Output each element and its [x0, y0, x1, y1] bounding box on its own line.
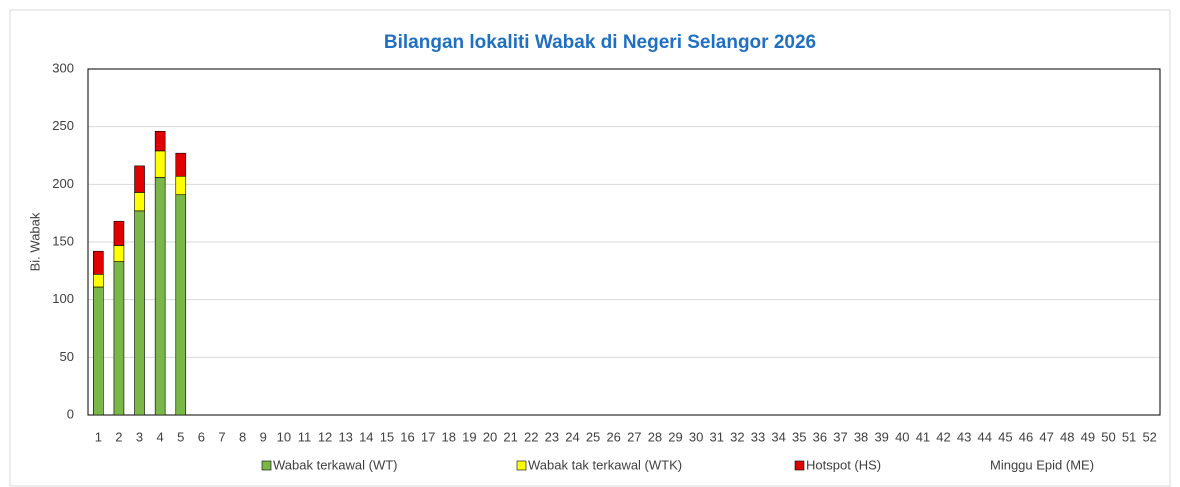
bar-segment — [93, 273, 104, 288]
y-tick-label: 200 — [52, 176, 74, 191]
bar-segment — [93, 250, 104, 275]
bar-segment — [175, 194, 187, 416]
x-axis-label: Minggu Epid (ME) — [990, 457, 1094, 472]
x-tick-label: 25 — [586, 429, 600, 444]
x-tick-label: 41 — [916, 429, 930, 444]
bar-segment — [154, 177, 166, 416]
x-tick-label: 13 — [338, 429, 352, 444]
x-tick-label: 48 — [1060, 429, 1074, 444]
x-tick-label: 52 — [1142, 429, 1156, 444]
bar-segment — [113, 261, 125, 416]
x-tick-label: 26 — [606, 429, 620, 444]
x-tick-label: 49 — [1081, 429, 1095, 444]
x-tick-label: 2 — [115, 429, 122, 444]
y-tick-label: 250 — [52, 118, 74, 133]
y-tick-label: 100 — [52, 291, 74, 306]
bar-segment — [134, 165, 145, 193]
x-tick-label: 10 — [277, 429, 291, 444]
x-tick-label: 36 — [813, 429, 827, 444]
y-tick-label: 50 — [60, 349, 74, 364]
x-tick-label: 23 — [545, 429, 559, 444]
x-tick-label: 34 — [771, 429, 785, 444]
y-axis-label: Bi. Wabak — [27, 212, 42, 271]
x-tick-label: 4 — [157, 429, 164, 444]
x-tick-label: 12 — [318, 429, 332, 444]
x-tick-label: 21 — [503, 429, 517, 444]
chart-title: Bilangan lokaliti Wabak di Negeri Selang… — [384, 32, 816, 53]
x-tick-label: 32 — [730, 429, 744, 444]
x-tick-label: 38 — [854, 429, 868, 444]
x-tick-label: 11 — [298, 429, 312, 444]
x-tick-label: 19 — [462, 429, 476, 444]
x-tick-label: 40 — [895, 429, 909, 444]
bar-segment — [154, 150, 166, 178]
plot-border — [87, 68, 1161, 416]
x-tick-label: 46 — [1019, 429, 1033, 444]
legend-swatch — [261, 460, 272, 471]
x-tick-label: 44 — [978, 429, 992, 444]
x-tick-label: 31 — [710, 429, 724, 444]
bar-segment — [93, 286, 104, 416]
bar-segment — [175, 175, 187, 196]
bar-segment — [113, 220, 125, 246]
legend-label: Wabak tak terkawal (WTK) — [528, 457, 682, 472]
x-tick-label: 37 — [833, 429, 847, 444]
x-tick-label: 39 — [874, 429, 888, 444]
legend-swatch — [794, 460, 805, 471]
x-tick-label: 51 — [1122, 429, 1136, 444]
x-tick-label: 20 — [483, 429, 497, 444]
x-tick-label: 15 — [380, 429, 394, 444]
x-tick-label: 24 — [565, 429, 579, 444]
y-tick-label: 300 — [52, 60, 74, 75]
x-tick-label: 1 — [95, 429, 102, 444]
x-tick-label: 17 — [421, 429, 435, 444]
legend-swatch — [516, 460, 527, 471]
x-tick-label: 22 — [524, 429, 538, 444]
legend-label: Wabak terkawal (WT) — [273, 457, 397, 472]
x-tick-label: 6 — [198, 429, 205, 444]
x-tick-label: 8 — [239, 429, 246, 444]
x-tick-label: 18 — [442, 429, 456, 444]
x-tick-label: 27 — [627, 429, 641, 444]
chart-frame — [9, 9, 1171, 487]
x-tick-label: 47 — [1039, 429, 1053, 444]
y-tick-label: 0 — [67, 406, 74, 421]
x-tick-label: 5 — [177, 429, 184, 444]
x-tick-label: 7 — [218, 429, 225, 444]
legend-label: Hotspot (HS) — [806, 457, 881, 472]
x-tick-label: 16 — [400, 429, 414, 444]
x-tick-label: 35 — [792, 429, 806, 444]
y-tick-label: 150 — [52, 233, 74, 248]
x-tick-label: 28 — [648, 429, 662, 444]
bar-segment — [134, 210, 145, 416]
bar-segment — [134, 192, 145, 212]
bar-segment — [113, 245, 125, 262]
x-tick-label: 43 — [957, 429, 971, 444]
x-tick-label: 33 — [751, 429, 765, 444]
x-tick-label: 45 — [998, 429, 1012, 444]
bar-segment — [154, 130, 166, 152]
x-tick-label: 30 — [689, 429, 703, 444]
x-tick-label: 42 — [936, 429, 950, 444]
x-tick-label: 3 — [136, 429, 143, 444]
x-tick-label: 50 — [1101, 429, 1115, 444]
x-tick-label: 29 — [668, 429, 682, 444]
x-tick-label: 14 — [359, 429, 373, 444]
bar-segment — [175, 152, 187, 177]
x-tick-label: 9 — [260, 429, 267, 444]
